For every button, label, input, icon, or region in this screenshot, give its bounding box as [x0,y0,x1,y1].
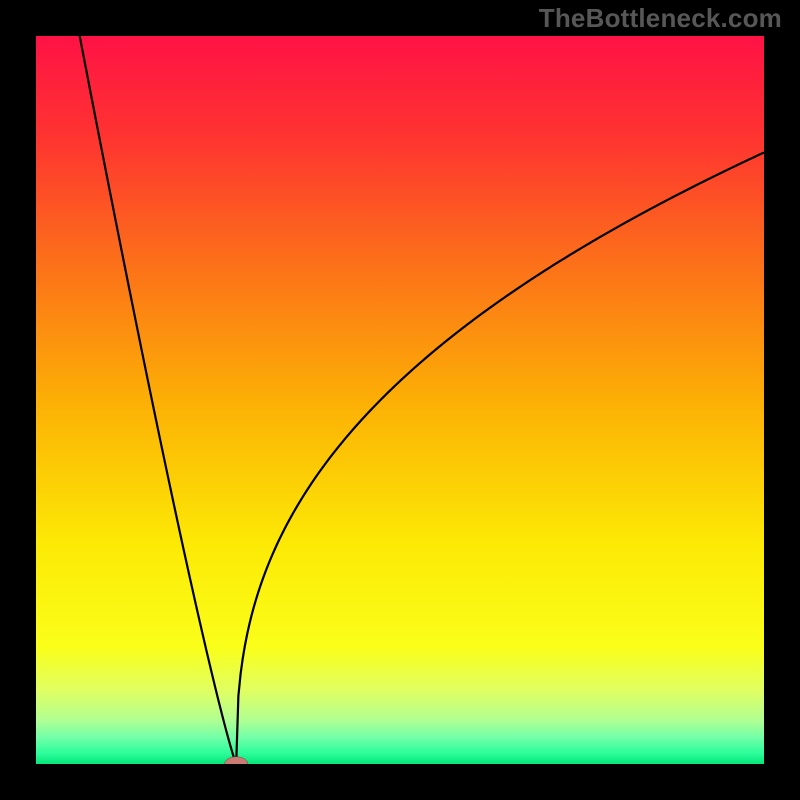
plot-area [36,36,764,764]
gradient-background [36,36,764,764]
watermark-text: TheBottleneck.com [539,3,782,34]
chart-svg [36,36,764,764]
